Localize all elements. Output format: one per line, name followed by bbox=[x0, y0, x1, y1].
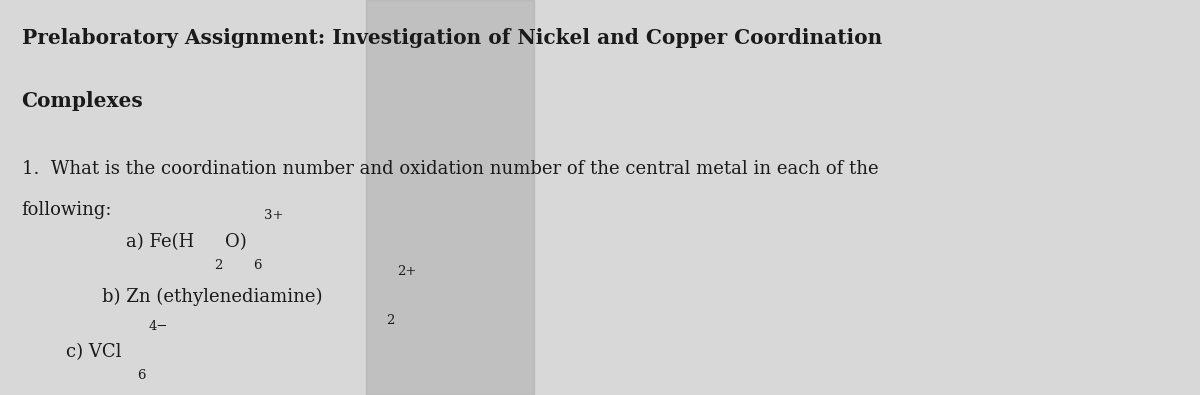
Text: 1.  What is the coordination number and oxidation number of the central metal in: 1. What is the coordination number and o… bbox=[22, 160, 878, 178]
Text: 2: 2 bbox=[386, 314, 395, 327]
Text: b) Zn (ethylenediamine): b) Zn (ethylenediamine) bbox=[102, 288, 323, 306]
Text: a) Fe(H: a) Fe(H bbox=[126, 233, 194, 251]
Text: Prelaboratory Assignment: Investigation of Nickel and Copper Coordination: Prelaboratory Assignment: Investigation … bbox=[22, 28, 882, 48]
Text: 4−: 4− bbox=[149, 320, 168, 333]
Text: O): O) bbox=[224, 233, 247, 251]
Text: 6: 6 bbox=[253, 259, 262, 272]
Text: 3+: 3+ bbox=[264, 209, 283, 222]
Text: 6: 6 bbox=[138, 369, 146, 382]
Text: 2+: 2+ bbox=[397, 265, 416, 278]
Text: c) VCl: c) VCl bbox=[66, 344, 121, 361]
Text: following:: following: bbox=[22, 201, 112, 220]
Text: Complexes: Complexes bbox=[22, 91, 143, 111]
Text: 2: 2 bbox=[214, 259, 222, 272]
Bar bbox=[366, 0, 534, 395]
